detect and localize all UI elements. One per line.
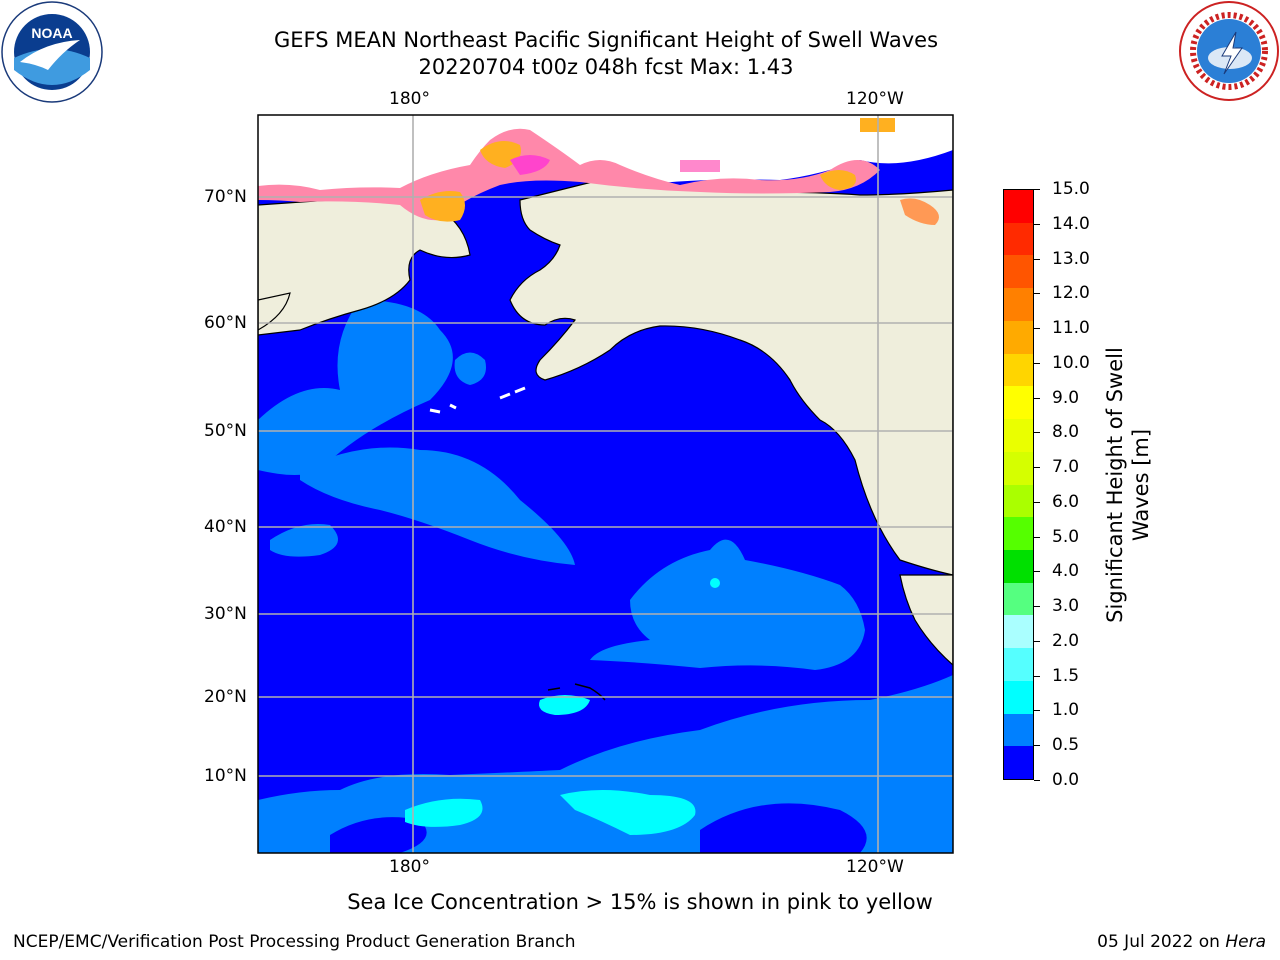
colorbar-tick <box>1034 258 1040 260</box>
colorbar <box>1003 189 1034 780</box>
colorbar-tick <box>1034 640 1040 642</box>
land-baja <box>899 574 953 666</box>
colorbar-tick <box>1034 467 1040 469</box>
colorbar-segment <box>1004 255 1033 289</box>
colorbar-segment <box>1004 222 1033 256</box>
colorbar-tick <box>1034 536 1040 538</box>
noaa-logo: NOAA <box>0 0 104 108</box>
colorbar-tick-label: 0.5 <box>1052 735 1080 756</box>
colorbar-segment <box>1004 484 1033 518</box>
colorbar-tick-label: 14.0 <box>1052 213 1090 234</box>
colorbar-tick-label: 1.0 <box>1052 700 1080 721</box>
colorbar-tick-label: 4.0 <box>1052 561 1080 582</box>
colorbar-title-line1: Significant Height of Swell <box>1103 347 1127 623</box>
colorbar-tick <box>1034 606 1040 608</box>
colorbar-segment <box>1004 386 1033 420</box>
footer-date-text: 05 Jul 2022 on <box>1097 932 1226 952</box>
colorbar-tick-label: 6.0 <box>1052 491 1080 512</box>
colorbar-tick <box>1034 780 1040 781</box>
lon-label-bottom-120w: 120°W <box>846 857 904 877</box>
colorbar-segments <box>1004 190 1033 780</box>
swell-patch-south-dark-2 <box>700 803 867 853</box>
footer-date: 05 Jul 2022 on Hera <box>1097 932 1266 952</box>
colorbar-segment <box>1004 451 1033 485</box>
colorbar-tick <box>1034 432 1040 434</box>
svg-text:NOAA: NOAA <box>31 25 72 41</box>
colorbar-segment <box>1004 615 1033 649</box>
colorbar-tick <box>1034 710 1040 712</box>
swell-high-small <box>710 578 720 588</box>
footer-host: Hera <box>1225 932 1266 952</box>
colorbar-tick <box>1034 189 1040 190</box>
colorbar-segment <box>1004 288 1033 322</box>
swell-patch-south-dark <box>330 817 427 853</box>
colorbar-tick-label: 9.0 <box>1052 387 1080 408</box>
colorbar-tick-label: 11.0 <box>1052 318 1090 339</box>
colorbar-tick <box>1034 223 1040 225</box>
lat-label-50n: 50°N <box>204 421 247 441</box>
swell-high-south-2 <box>560 790 696 835</box>
colorbar-title-line2: Waves [m] <box>1129 428 1153 542</box>
colorbar-tick <box>1034 675 1040 677</box>
colorbar-segment <box>1004 190 1033 224</box>
colorbar-tick-label: 12.0 <box>1052 283 1090 304</box>
colorbar-tick-label: 0.0 <box>1052 770 1080 790</box>
colorbar-segment <box>1004 320 1033 355</box>
lat-label-60n: 60°N <box>204 313 247 333</box>
colorbar-segment <box>1004 419 1033 453</box>
colorbar-tick <box>1034 362 1040 364</box>
colorbar-tick <box>1034 293 1040 295</box>
nws-logo <box>1178 0 1280 106</box>
chart-title: GEFS MEAN Northeast Pacific Significant … <box>273 28 939 52</box>
sea-ice-caption: Sea Ice Concentration > 15% is shown in … <box>347 890 933 914</box>
colorbar-tick <box>1034 571 1040 573</box>
swell-region-west-small <box>270 524 338 557</box>
colorbar-segment <box>1004 680 1033 715</box>
graticule <box>258 115 953 853</box>
lat-label-70n: 70°N <box>204 187 247 207</box>
land-aleutians <box>429 386 526 414</box>
lon-label-top-180: 180° <box>389 89 430 109</box>
land-hawaii <box>547 683 606 701</box>
lon-label-top-120w: 120°W <box>846 89 904 109</box>
lat-label-20n: 20°N <box>204 687 247 707</box>
colorbar-tick-label: 3.0 <box>1052 596 1080 617</box>
colorbar-segment <box>1004 549 1033 584</box>
colorbar-segment <box>1004 582 1033 616</box>
swell-region-east <box>590 539 865 670</box>
colorbar-tick-label: 7.0 <box>1052 457 1080 478</box>
colorbar-tick-label: 15.0 <box>1052 179 1090 199</box>
colorbar-tick-label: 2.0 <box>1052 630 1080 651</box>
lat-label-40n: 40°N <box>204 517 247 537</box>
colorbar-segment <box>1004 517 1033 551</box>
lon-label-bottom-180: 180° <box>389 857 430 877</box>
colorbar-tick-label: 8.0 <box>1052 422 1080 443</box>
colorbar-segment <box>1004 746 1033 780</box>
colorbar-segment <box>1004 353 1033 387</box>
colorbar-segment <box>1004 648 1033 682</box>
colorbar-segment <box>1004 713 1033 747</box>
lat-label-10n: 10°N <box>204 766 247 786</box>
colorbar-tick <box>1034 328 1040 330</box>
colorbar-tick <box>1034 397 1040 399</box>
swell-high-south-1 <box>405 798 483 827</box>
land-arctic-north <box>560 115 953 185</box>
swell-region-bering <box>454 352 486 385</box>
colorbar-tick-label: 13.0 <box>1052 248 1090 269</box>
colorbar-tick-label: 10.0 <box>1052 352 1090 373</box>
land-alaska-north <box>509 179 953 576</box>
chart-subtitle: 20220704 t00z 048h fcst Max: 1.43 <box>418 55 794 79</box>
map-frame <box>257 114 954 854</box>
footer-credit: NCEP/EMC/Verification Post Processing Pr… <box>13 932 576 952</box>
swell-high-hawaii <box>539 695 590 715</box>
lat-label-30n: 30°N <box>204 604 247 624</box>
swell-region-central <box>300 447 575 565</box>
colorbar-title: Significant Height of Swell Waves [m] <box>1102 275 1154 695</box>
colorbar-tick-label: 1.5 <box>1052 665 1080 686</box>
colorbar-tick <box>1034 501 1040 503</box>
colorbar-tick-label: 5.0 <box>1052 526 1080 547</box>
colorbar-tick <box>1034 745 1040 747</box>
